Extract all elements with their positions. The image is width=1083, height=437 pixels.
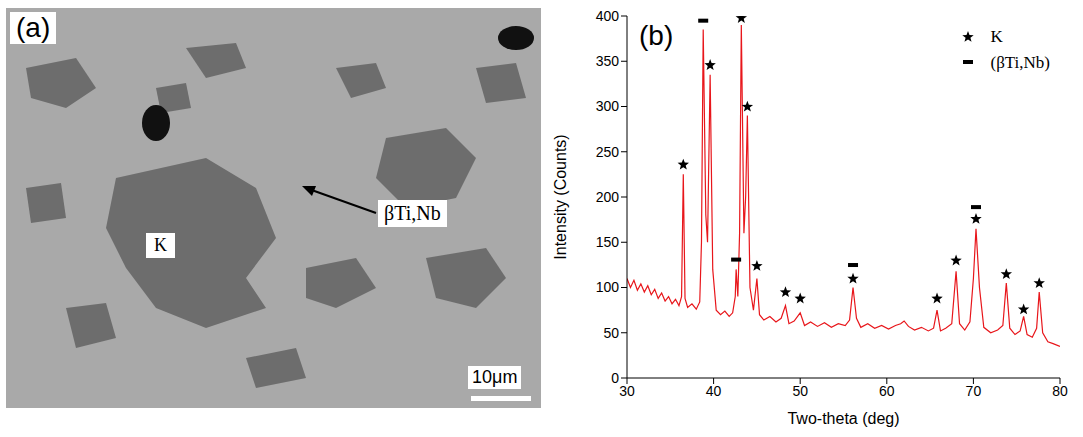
svg-text:200: 200 — [596, 189, 620, 205]
svg-text:80: 80 — [1052, 383, 1068, 399]
svg-text:250: 250 — [596, 144, 620, 160]
html-text:K: K — [154, 235, 167, 255]
svg-text:100: 100 — [596, 279, 620, 295]
svg-text:60: 60 — [879, 383, 895, 399]
html-text:K: K — [990, 27, 1003, 46]
svg-text:70: 70 — [966, 383, 982, 399]
svg-text:300: 300 — [596, 98, 620, 114]
svg-text:50: 50 — [603, 325, 619, 341]
svg-text:0: 0 — [611, 370, 619, 386]
svg-text:400: 400 — [596, 8, 620, 24]
html-text:(b): (b) — [639, 20, 674, 51]
html-text:(βTi,Nb): (βTi,Nb) — [990, 53, 1050, 72]
html-text:(a): (a) — [16, 12, 51, 43]
svg-text:50: 50 — [792, 383, 808, 399]
svg-text:40: 40 — [706, 383, 722, 399]
html-text:βTi,Nb: βTi,Nb — [384, 202, 441, 224]
svg-text:350: 350 — [596, 53, 620, 69]
html-text:10μm: 10μm — [472, 367, 518, 387]
svg-text:Intensity (Counts): Intensity (Counts) — [552, 134, 569, 259]
svg-text:Two-theta (deg): Two-theta (deg) — [787, 410, 899, 427]
svg-text:150: 150 — [596, 234, 620, 250]
svg-text:30: 30 — [619, 383, 635, 399]
